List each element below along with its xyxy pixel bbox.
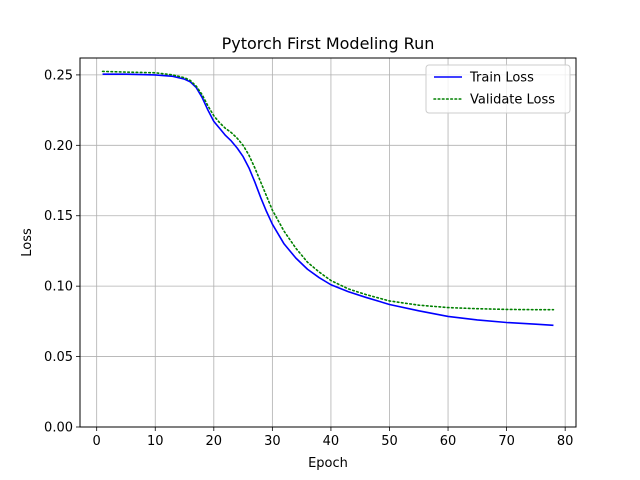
legend-label-1: Train Loss: [469, 71, 534, 86]
series-layer: [101, 70, 555, 327]
chart-title: Pytorch First Modeling Run: [222, 34, 435, 53]
series-line-1: [102, 73, 554, 327]
legend: Train Loss Validate Loss: [425, 64, 571, 114]
grid: [80, 58, 576, 428]
x-tick-label: 10: [147, 434, 164, 449]
x-tick-label: 0: [93, 434, 101, 449]
y-tick-label: 0.20: [44, 139, 73, 154]
x-tick-label: 40: [323, 434, 340, 449]
x-tick-label: 20: [206, 434, 223, 449]
y-tick-label: 0.00: [44, 421, 73, 436]
y-tick-label: 0.05: [44, 350, 73, 365]
x-tick-label: 50: [381, 434, 398, 449]
x-tick-label: 80: [557, 434, 574, 449]
x-axis-label: Epoch: [308, 456, 348, 471]
y-tick-label: 0.25: [44, 68, 73, 83]
ticks: 0 10 20 30 40 50 60 70 80 0.00 0.05 0.10 0.15 0.20 0.2…: [44, 68, 573, 449]
x-tick-label: 30: [264, 434, 281, 449]
x-tick-label: 70: [498, 434, 515, 449]
plot-frame: [79, 57, 577, 428]
y-tick-label: 0.10: [44, 280, 73, 295]
legend-label-2: Validate Loss: [470, 93, 555, 108]
series-line-2: [101, 70, 555, 311]
y-tick-label: 0.15: [44, 209, 73, 224]
y-axis-label: Loss: [20, 228, 35, 257]
plot-area: [80, 58, 576, 427]
x-tick-label: 60: [440, 434, 457, 449]
